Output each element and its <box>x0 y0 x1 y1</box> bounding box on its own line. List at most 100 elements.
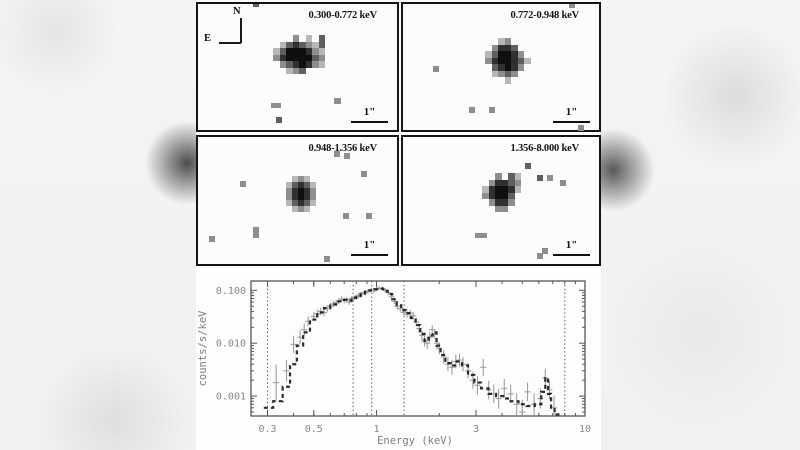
x-tick-label: 3 <box>473 424 479 435</box>
source-pixel <box>504 77 511 84</box>
source-pixel <box>495 205 502 212</box>
x-tick-label: 0.3 <box>258 424 276 435</box>
source-pixel <box>488 179 495 186</box>
source-pixel <box>501 186 508 193</box>
source-pixel <box>292 48 299 55</box>
energy-band-label: 0.300-0.772 keV <box>308 10 378 21</box>
source-pixel <box>299 54 306 61</box>
source-pixel <box>501 179 508 186</box>
source-pixel <box>240 181 246 187</box>
source-pixel <box>578 125 584 131</box>
source-pixel <box>491 70 498 77</box>
source-pixel <box>495 179 502 186</box>
source-pixel <box>495 173 502 180</box>
source-pixel <box>286 188 292 194</box>
source-pixel <box>491 64 498 71</box>
source-pixel <box>310 200 316 206</box>
source-pixel <box>508 199 515 206</box>
source-pixel <box>482 186 489 193</box>
source-pixel <box>485 51 492 58</box>
source-pixel <box>514 179 521 186</box>
source-pixel <box>286 61 293 68</box>
source-pixel <box>485 57 492 64</box>
source-pixel <box>305 54 312 61</box>
source-pixel <box>279 41 286 48</box>
source-pixel <box>511 51 518 58</box>
source-pixel <box>292 54 299 61</box>
scale-bar <box>553 121 590 124</box>
source-pixel <box>279 54 286 61</box>
source-pixel <box>525 163 531 169</box>
source-pixel <box>488 186 495 193</box>
source-pixel <box>304 194 310 200</box>
source-pixel <box>318 41 325 48</box>
compass-north-label: N <box>233 6 241 17</box>
source-pixel <box>305 61 312 68</box>
source-pixel <box>498 44 505 51</box>
source-pixel <box>310 182 316 188</box>
y-tick-label: 0.010 <box>216 339 246 350</box>
source-pixel <box>489 107 495 113</box>
source-pixel <box>498 64 505 71</box>
source-pixel <box>292 35 299 42</box>
source-pixel <box>524 57 531 64</box>
model-dashed-line <box>263 287 561 416</box>
source-pixel <box>495 186 502 193</box>
source-pixel <box>292 41 299 48</box>
source-pixel <box>504 38 511 45</box>
source-pixel <box>209 236 215 242</box>
source-pixel <box>498 51 505 58</box>
x-tick-label: 0.5 <box>305 424 323 435</box>
source-pixel <box>511 57 518 64</box>
source-pixel <box>560 180 566 186</box>
compass-north-line <box>240 18 242 43</box>
source-pixel <box>334 98 341 104</box>
source-pixel <box>298 182 304 188</box>
band-edge-dotted-lines <box>267 281 566 416</box>
source-pixel <box>517 57 524 64</box>
source-pixel <box>488 199 495 206</box>
source-pixel <box>292 67 299 74</box>
source-pixel <box>517 64 524 71</box>
source-pixel <box>514 173 521 180</box>
source-pixel <box>305 48 312 55</box>
source-pixel <box>501 192 508 199</box>
x-axis-title: Energy (keV) <box>377 435 453 447</box>
source-pixel <box>508 192 515 199</box>
source-pixel <box>504 44 511 51</box>
source-pixel <box>495 192 502 199</box>
source-pixel <box>286 48 293 55</box>
source-pixel <box>299 48 306 55</box>
source-pixel <box>292 61 299 68</box>
source-pixel <box>312 41 319 48</box>
source-pixel <box>298 194 304 200</box>
scale-bar-label: 1" <box>565 106 578 118</box>
y-tick-label: 0.001 <box>216 392 246 403</box>
source-pixel <box>273 54 280 61</box>
source-pixel <box>491 44 498 51</box>
source-pixel <box>508 173 515 180</box>
image-panel-band3: 0.948-1.356 keV 1" <box>196 135 399 266</box>
figure-white-area: N E 0.300-0.772 keV 1" 0.772-0.948 keV 1… <box>196 0 601 450</box>
source-pixel <box>271 103 281 108</box>
source-pixel <box>298 200 304 206</box>
source-pixel <box>501 205 508 212</box>
source-pixel <box>318 48 325 55</box>
energy-band-label: 1.356-8.000 keV <box>510 143 580 154</box>
source-pixel <box>304 176 310 182</box>
source-pixel <box>488 192 495 199</box>
source-pixel <box>292 188 298 194</box>
source-pixel <box>292 194 298 200</box>
source-pixel <box>343 213 349 219</box>
axes-frame <box>250 280 586 417</box>
source-pixel <box>310 194 316 200</box>
source-pixel <box>366 213 372 219</box>
y-tick-label: 0.100 <box>216 286 246 297</box>
spectrum-plot: 0.001 0.010 0.100 0.3 0.5 1 3 10 Energy (keV) cou… <box>197 280 591 447</box>
source-pixel <box>304 188 310 194</box>
source-pixel <box>273 48 280 55</box>
scale-bar <box>351 254 388 257</box>
source-pixel <box>299 41 306 48</box>
scale-bar <box>553 254 590 257</box>
